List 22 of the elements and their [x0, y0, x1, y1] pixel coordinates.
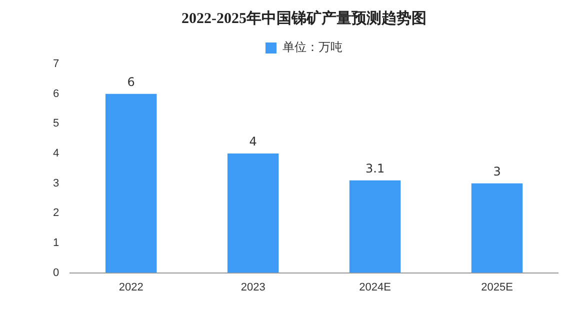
- bar: [349, 180, 401, 273]
- bar: [227, 153, 279, 273]
- chart-title: 2022-2025年中国锑矿产量预测趋势图: [182, 8, 426, 27]
- data-label: 3.1: [365, 161, 385, 176]
- y-tick-label: 2: [52, 207, 60, 220]
- data-label: 3: [493, 164, 501, 178]
- bar: [471, 183, 523, 273]
- y-tick-label: 0: [52, 266, 60, 279]
- y-tick-label: 4: [52, 148, 60, 160]
- y-tick-label: 6: [52, 88, 60, 100]
- bar: [105, 94, 157, 273]
- y-tick-label: 5: [52, 118, 60, 130]
- x-tick-label: 2024E: [359, 281, 391, 294]
- x-tick-label: 2025E: [481, 281, 513, 294]
- legend-label: 单位：万吨: [282, 40, 342, 54]
- data-label: 6: [127, 74, 135, 89]
- y-tick-label: 1: [52, 237, 60, 250]
- y-tick-label: 3: [52, 177, 60, 190]
- y-tick-label: 7: [52, 58, 60, 70]
- x-tick-label: 2022: [118, 281, 144, 294]
- x-tick-label: 2023: [240, 281, 266, 294]
- data-label: 4: [249, 134, 257, 149]
